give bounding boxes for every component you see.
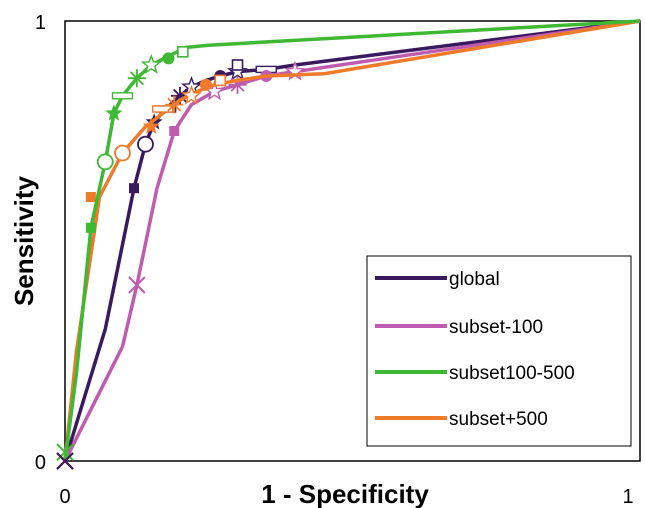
legend-label-subset-plus-500: subset+500 [449,409,548,430]
origin-marker-3 [56,452,74,470]
point-subset100-500-8 [177,45,189,58]
point-subset-100-0 [128,276,146,294]
y-axis-title: Sensitivity [9,175,39,306]
x-tick-right: 1 [622,486,633,508]
point-subsetplus500-6 [199,78,212,91]
legend-label-global: global [449,269,500,290]
point-subset100-500-2 [96,153,114,171]
point-subsetplus500-1 [114,144,131,162]
legend: global subset-100 subset100-500 subset+5… [366,255,632,447]
series-line-subsetplus500 [63,19,641,462]
point-subset100-500-4 [111,92,134,100]
point-global-0 [129,183,139,194]
point-global-1 [137,135,154,153]
series-line-subset100-500 [63,19,641,462]
point-subset100-500-1 [85,222,96,233]
series-layer [56,19,641,470]
point-subset-100-1 [169,126,180,136]
point-subsetplus500-0 [85,192,96,202]
point-global-9 [231,59,244,71]
x-tick-left: 0 [59,486,70,508]
legend-box [366,255,632,447]
point-subset100-500-7 [162,52,175,65]
legend-label-subset100-500: subset100-500 [449,363,575,384]
y-tick-top: 1 [35,12,46,34]
point-subsetplus500-3 [152,105,174,113]
point-subset100-500-6 [140,54,162,74]
legend-label-subset-100: subset-100 [449,317,543,338]
point-subsetplus500-7 [214,74,227,87]
y-tick-bottom: 0 [35,452,46,474]
point-subsetplus500-4 [165,95,184,114]
point-subsetplus500-2 [142,117,160,134]
x-axis-title: 1 - Specificity [261,479,429,508]
point-subset100-500-3 [105,104,123,121]
point-subsetplus500-5 [181,84,202,105]
point-subset100-500-5 [127,69,146,88]
point-subset100-500-0 [56,443,74,461]
